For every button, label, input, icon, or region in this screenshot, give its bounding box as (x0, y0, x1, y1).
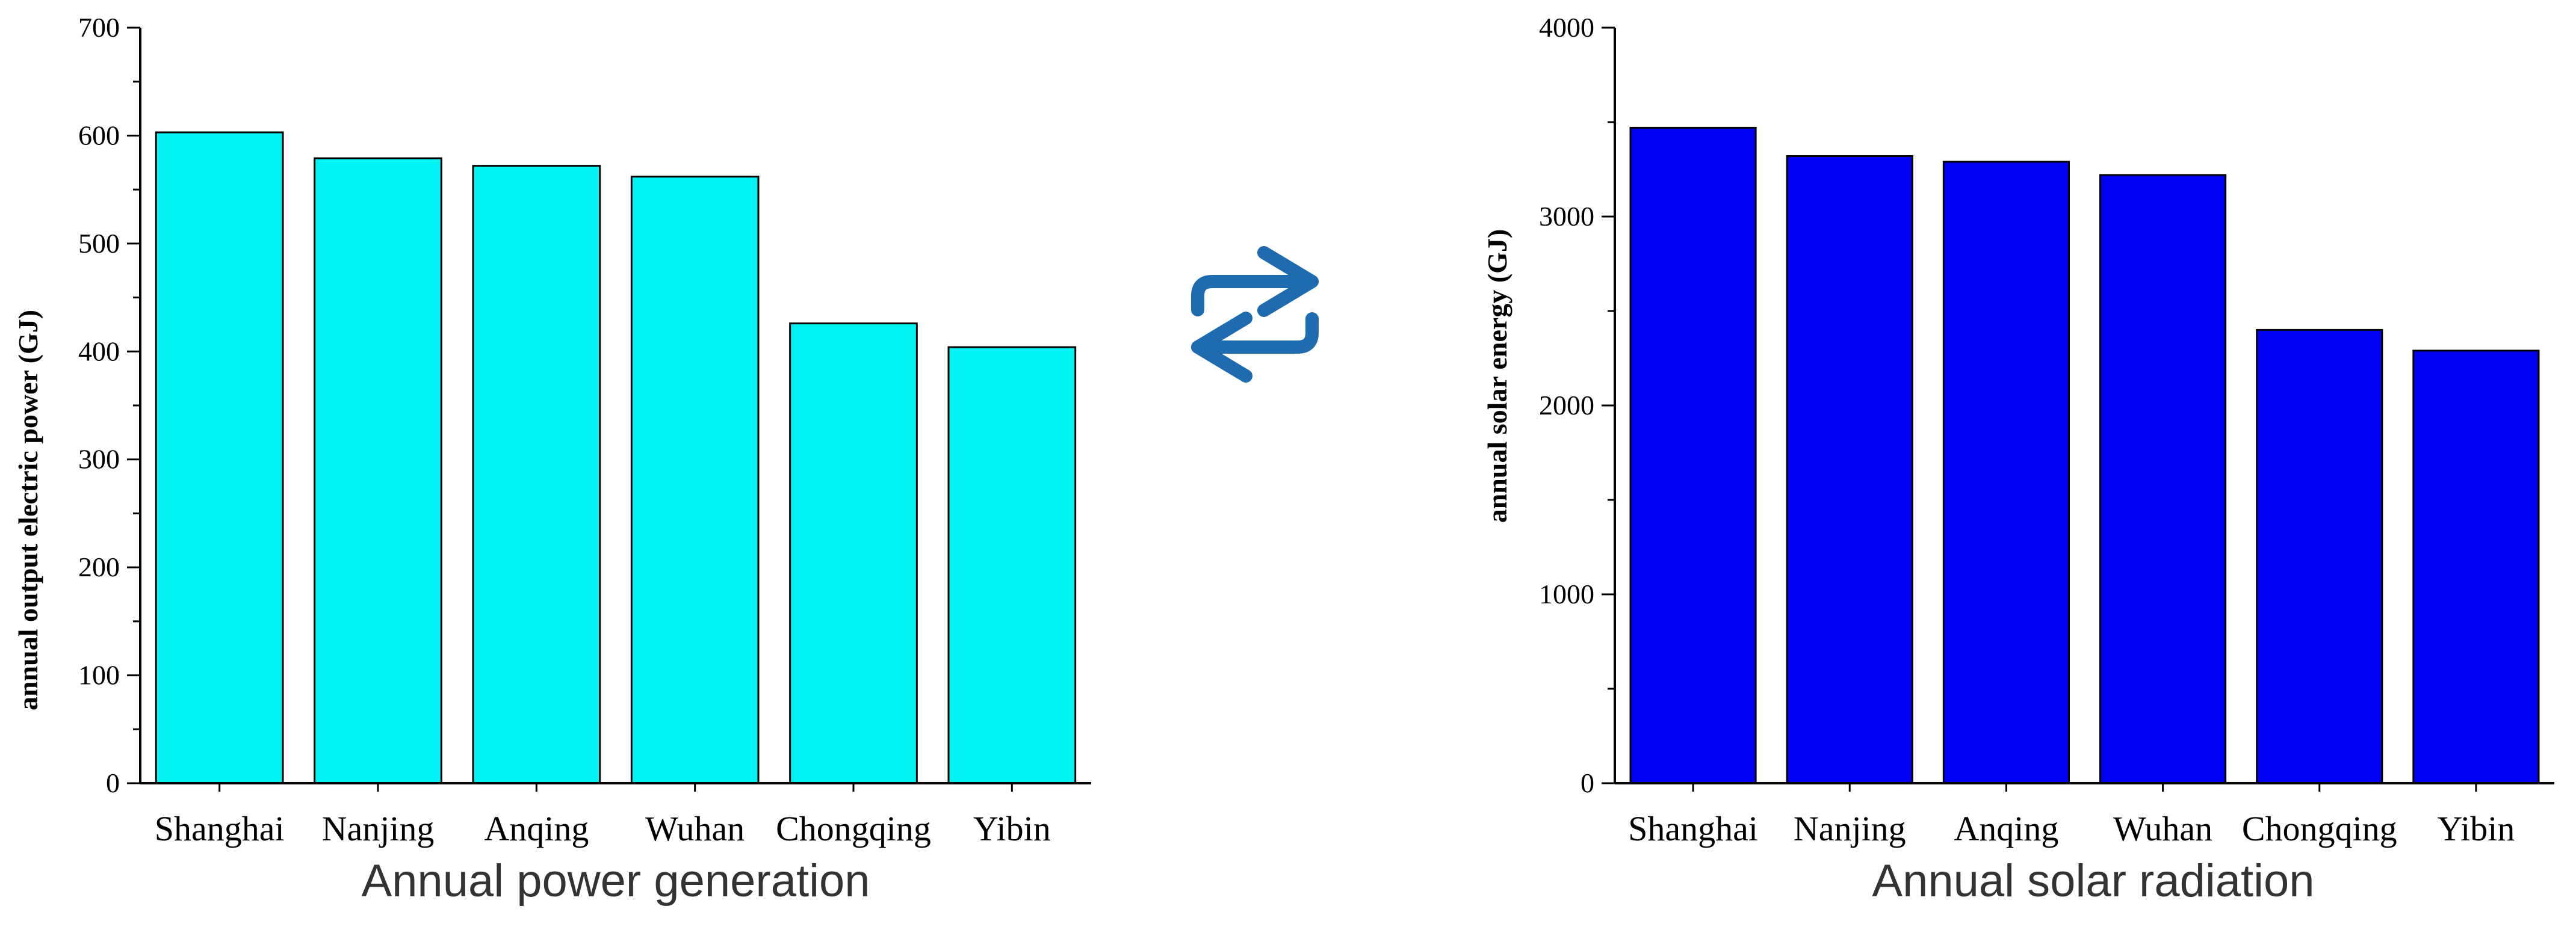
bar-wuhan (630, 176, 760, 784)
y-tick-label: 3000 (1539, 201, 1594, 232)
bar-wuhan (2099, 174, 2227, 784)
x-tick-label: Anqing (1954, 809, 2058, 848)
x-tick-labels: Shanghai Nanjing Anqing Wuhan Chongqing Yibin (155, 809, 1051, 848)
y-tick-label: 4000 (1539, 12, 1594, 43)
bar-yibin (947, 346, 1077, 784)
swap-arrows-icon (1191, 246, 1319, 383)
y-axis-label: annual solar energy (GJ) (1482, 229, 1512, 523)
x-tick-label: Shanghai (155, 809, 285, 848)
y-tick-label: 0 (1581, 768, 1594, 798)
y-tick-label: 2000 (1539, 390, 1594, 420)
x-tick-label: Yibin (2437, 809, 2515, 848)
y-tick-label: 400 (78, 336, 120, 366)
y-axis-label: annual output electric power (GJ) (13, 310, 43, 710)
x-tick-label: Yibin (973, 809, 1051, 848)
bar-shanghai (155, 131, 284, 784)
x-tick-label: Chongqing (2242, 809, 2397, 848)
power-generation-chart: 0 100 200 300 400 500 600 700 Shanghai Nanjing An… (13, 12, 1091, 907)
bar-group (155, 131, 1077, 784)
y-tick-label: 200 (78, 552, 120, 582)
y-tick-label: 700 (78, 12, 120, 43)
axes (1602, 26, 2554, 792)
axes (127, 26, 1091, 792)
chart-caption: Annual power generation (361, 855, 870, 907)
y-tick-labels: 0 100 200 300 400 500 600 700 (78, 12, 120, 798)
y-tick-label: 0 (106, 768, 120, 798)
bar-anqing (1942, 161, 2070, 784)
x-tick-label: Anqing (484, 809, 589, 848)
solar-radiation-chart: 0 1000 2000 3000 4000 Shanghai Nanjing Anqing W… (1482, 12, 2554, 907)
y-tick-label: 300 (78, 444, 120, 475)
bar-anqing (472, 165, 601, 784)
x-tick-labels: Shanghai Nanjing Anqing Wuhan Chongqing Yibin (1628, 809, 2515, 848)
x-tick-label: Shanghai (1628, 809, 1758, 848)
bar-chongqing (789, 322, 918, 784)
x-tick-label: Nanjing (1794, 809, 1906, 848)
y-tick-label: 600 (78, 120, 120, 150)
x-tick-label: Wuhan (645, 809, 745, 848)
bar-nanjing (314, 157, 442, 784)
bar-chongqing (2256, 328, 2383, 784)
bar-shanghai (1629, 126, 1757, 784)
bar-nanjing (1786, 155, 1913, 784)
bar-yibin (2412, 350, 2540, 784)
y-tick-label: 500 (78, 228, 120, 259)
chart-caption: Annual solar radiation (1872, 855, 2314, 907)
x-tick-label: Nanjing (322, 809, 435, 848)
x-tick-label: Chongqing (776, 809, 931, 848)
x-tick-label: Wuhan (2113, 809, 2212, 848)
y-tick-label: 1000 (1539, 579, 1594, 609)
y-tick-labels: 0 1000 2000 3000 4000 (1539, 12, 1594, 798)
bar-group (1629, 126, 2540, 784)
y-tick-label: 100 (78, 660, 120, 691)
